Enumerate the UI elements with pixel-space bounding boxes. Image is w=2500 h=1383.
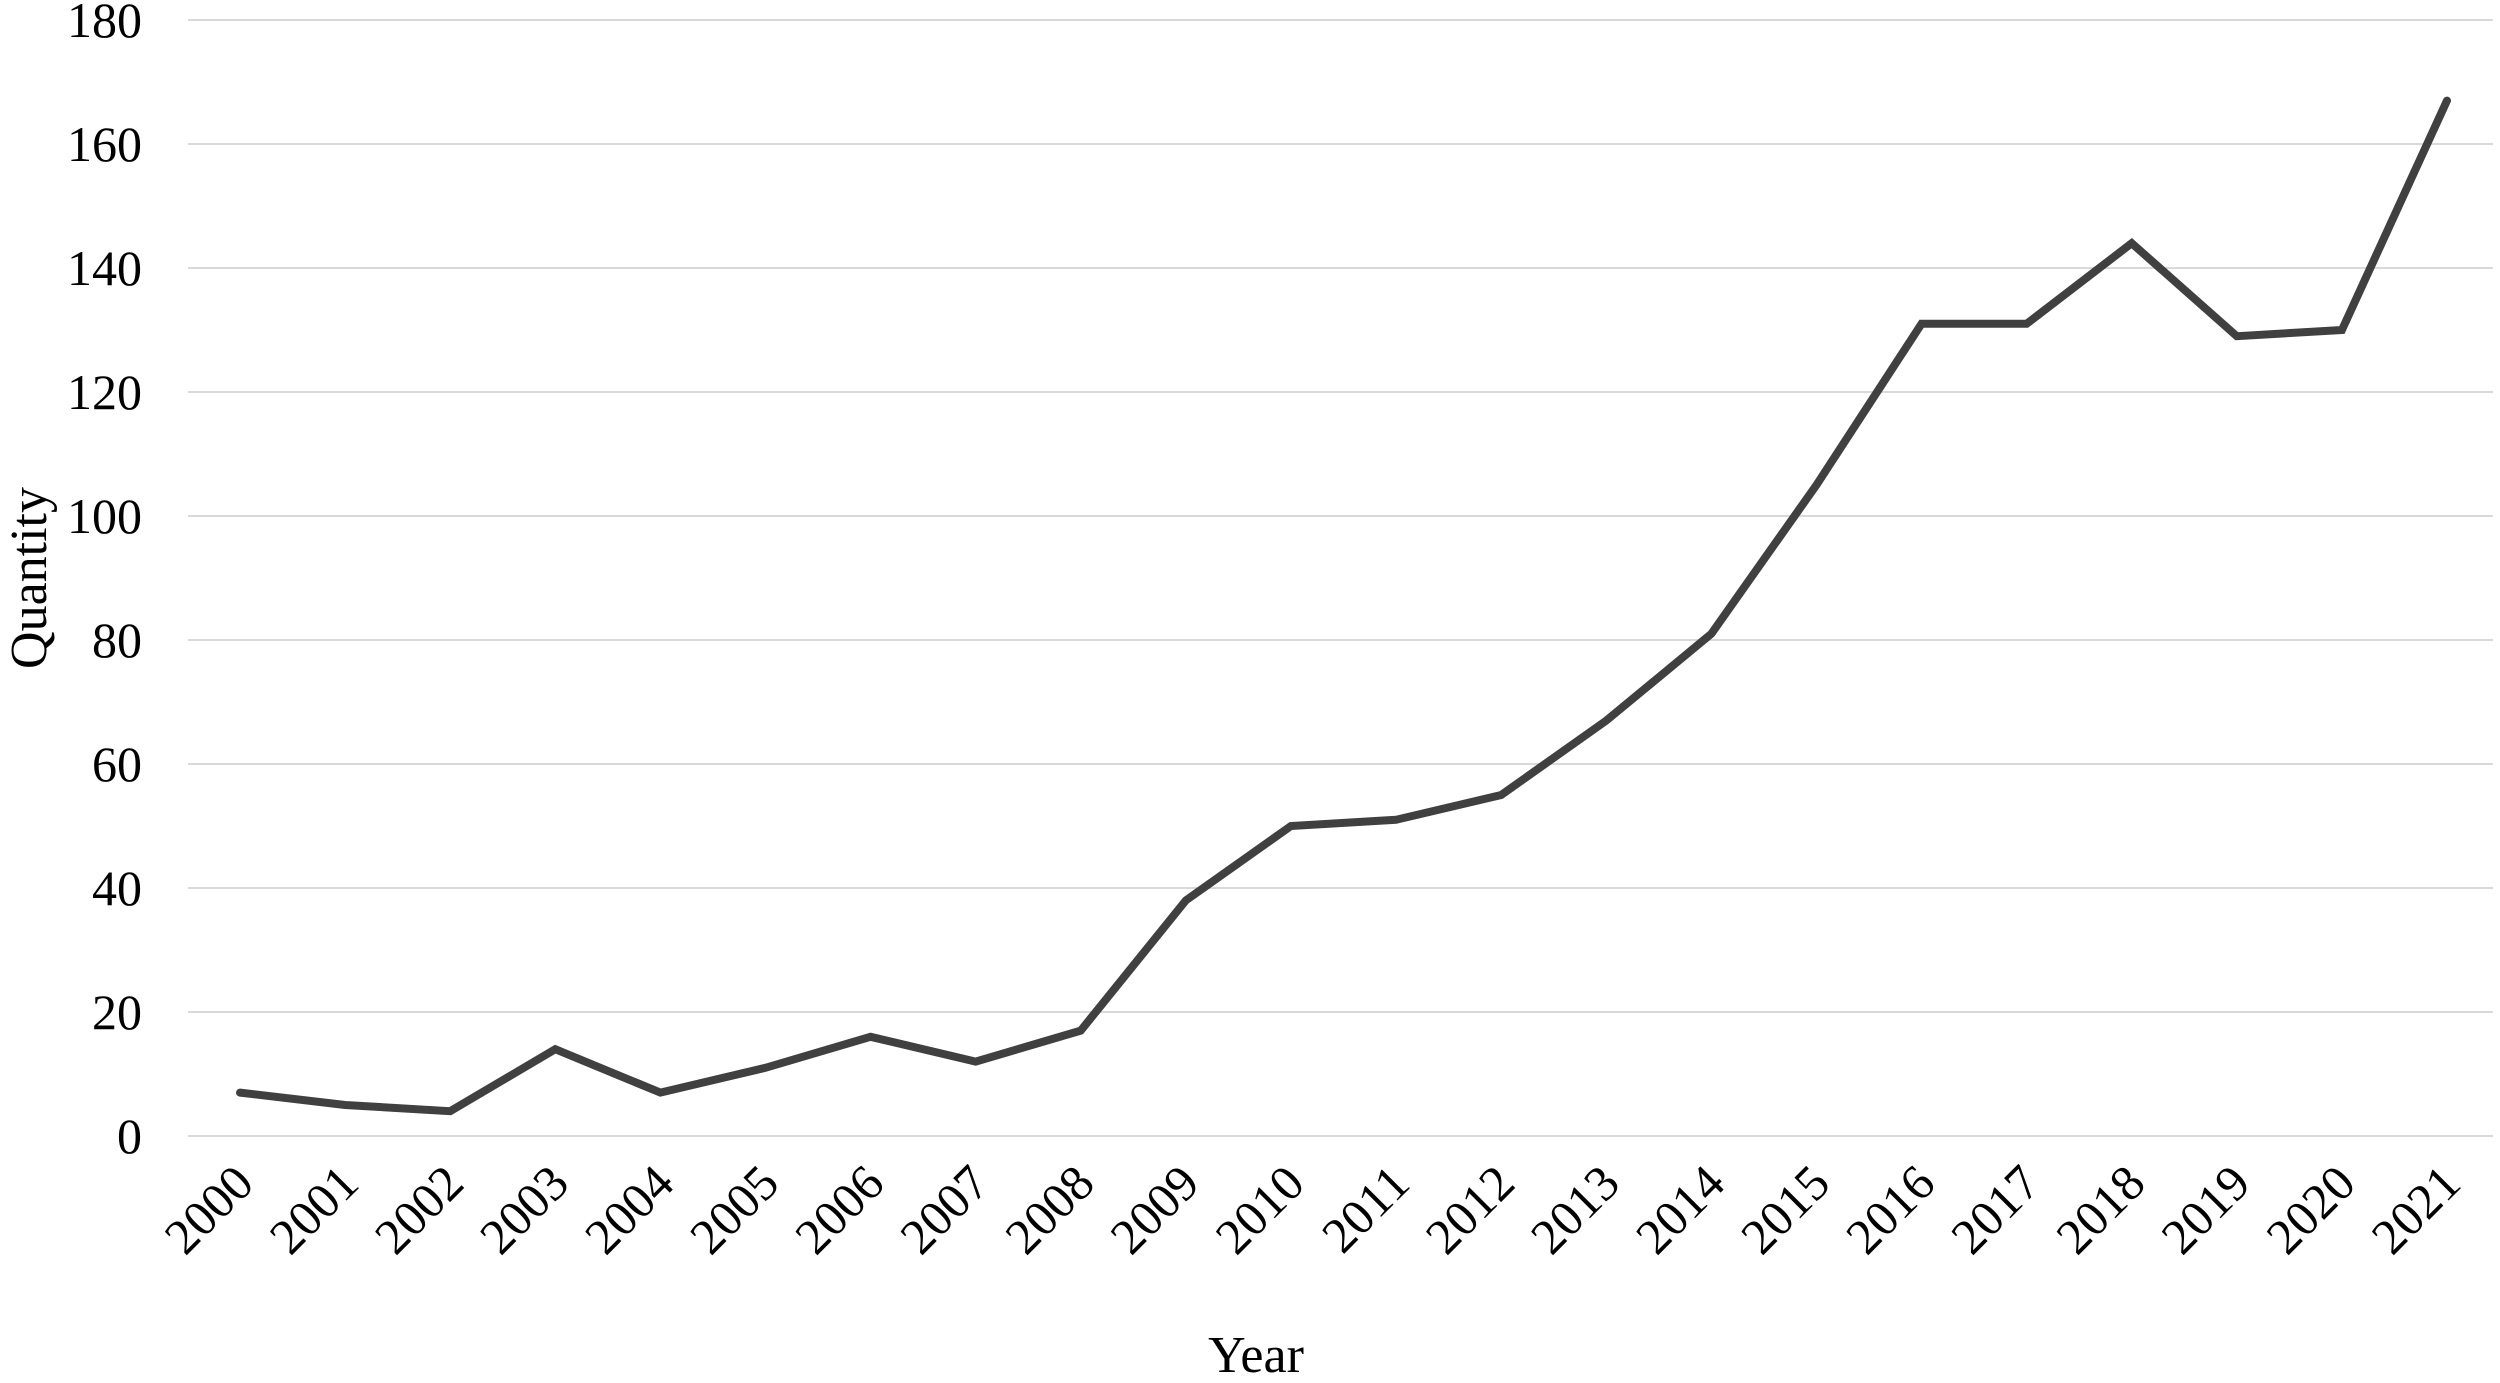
x-axis-title: Year [1208,1327,1304,1383]
x-tick-label: 2020 [2255,1154,2365,1264]
y-tick-label: 120 [67,364,142,420]
x-tick-label: 2012 [1415,1154,1525,1264]
x-tick-label: 2007 [889,1154,999,1264]
x-tick-label: 2004 [574,1154,684,1264]
x-tick-label: 2005 [679,1154,789,1264]
y-tick-label: 40 [92,860,142,916]
x-axis-tick-labels: 2000200120022003200420052006200720082009… [153,1154,2470,1264]
x-tick-label: 2011 [1311,1154,1420,1263]
x-tick-label: 2021 [2360,1154,2470,1264]
x-tick-label: 2000 [153,1154,263,1264]
y-axis-title: Quantity [1,487,58,669]
x-tick-label: 2013 [1520,1154,1630,1264]
x-tick-label: 2016 [1835,1154,1945,1264]
x-tick-label: 2006 [784,1154,894,1264]
x-tick-label: 2017 [1940,1154,2050,1264]
y-tick-label: 60 [92,736,142,792]
y-tick-label: 80 [92,612,142,668]
x-tick-label: 2002 [364,1154,474,1264]
x-tick-label: 2008 [994,1154,1104,1264]
y-tick-label: 100 [67,488,142,544]
y-tick-label: 20 [92,984,142,1040]
x-tick-label: 2014 [1625,1154,1735,1264]
x-tick-label: 2003 [469,1154,579,1264]
quantity-series-line [236,96,2451,1116]
y-tick-label: 160 [67,116,142,172]
x-tick-label: 2009 [1099,1154,1209,1264]
y-tick-label: 0 [117,1108,142,1164]
x-tick-label: 2015 [1730,1154,1840,1264]
y-axis-tick-labels: 0 20 40 60 80 100 120 140 160 180 [67,0,142,1164]
gridlines [188,19,2493,1137]
x-tick-label: 2010 [1204,1154,1314,1264]
x-tick-label: 2001 [259,1154,369,1264]
y-tick-label: 140 [67,240,142,296]
y-tick-label: 180 [67,0,142,48]
x-tick-label: 2019 [2150,1154,2260,1264]
x-tick-label: 2018 [2045,1154,2155,1264]
